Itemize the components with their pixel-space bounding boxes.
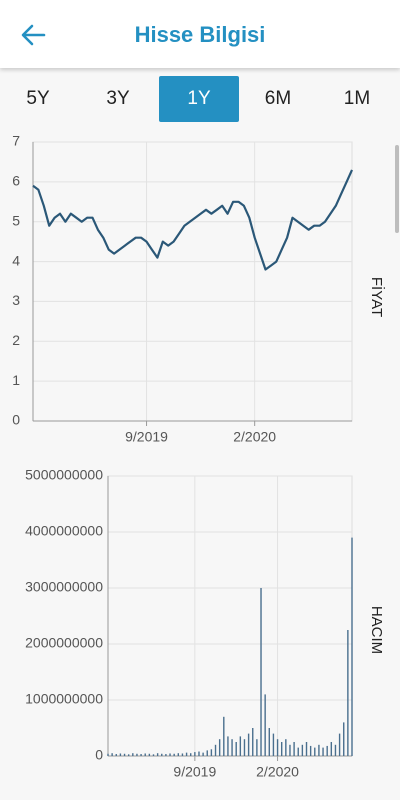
volume-bar xyxy=(206,750,208,756)
volume-bar xyxy=(252,728,254,756)
period-tab[interactable]: 5Y xyxy=(26,88,50,109)
volume-bar xyxy=(185,752,188,756)
volume-bar xyxy=(322,747,324,756)
volume-bar xyxy=(318,744,320,756)
volume-bar xyxy=(347,630,349,756)
volume-bar xyxy=(334,744,337,756)
volume-bar xyxy=(111,753,113,756)
volume-bar xyxy=(194,752,196,756)
x-tick-label: 9/2019 xyxy=(125,429,168,445)
volume-bar xyxy=(272,733,275,756)
y-tick-label: 1000000000 xyxy=(25,691,103,707)
volume-bar xyxy=(276,739,279,756)
y-tick-label: 1 xyxy=(12,372,20,388)
volume-bar xyxy=(107,753,109,756)
volume-bar xyxy=(239,736,242,756)
y-tick-label: 0 xyxy=(95,747,103,763)
volume-bar xyxy=(210,749,213,756)
volume-bar xyxy=(177,753,180,756)
y-tick-label: 4 xyxy=(12,252,20,268)
volume-bar xyxy=(190,753,192,756)
volume-bar xyxy=(115,754,117,756)
volume-bar xyxy=(140,754,142,756)
volume-bar xyxy=(243,739,246,756)
volume-bar xyxy=(227,736,229,756)
volume-bar xyxy=(247,733,250,756)
volume-bar xyxy=(268,728,270,756)
volume-bar xyxy=(223,716,225,756)
volume-bar xyxy=(161,753,163,756)
volume-bar xyxy=(152,754,155,756)
volume-bar xyxy=(264,694,266,756)
volume-bar xyxy=(260,588,262,756)
back-button[interactable] xyxy=(18,20,50,50)
volume-bar xyxy=(169,753,171,756)
y-tick-label: 2000000000 xyxy=(25,635,103,651)
y-tick-label: 7 xyxy=(12,133,20,149)
page-title: Hisse Bilgisi xyxy=(134,22,266,47)
y-tick-label: 3000000000 xyxy=(25,579,103,595)
volume-bar xyxy=(297,747,299,756)
y-tick-label: 4000000000 xyxy=(25,523,103,539)
y-tick-label: 2 xyxy=(12,332,20,348)
volume-bar xyxy=(256,739,258,756)
y-tick-label: 0 xyxy=(12,412,20,428)
app-header: Hisse Bilgisi xyxy=(0,0,400,68)
volume-bar xyxy=(132,753,134,756)
volume-bar xyxy=(235,742,237,756)
volume-bar xyxy=(338,733,341,756)
plot-frame xyxy=(107,475,353,757)
volume-bar xyxy=(305,742,308,756)
volume-bar xyxy=(351,537,353,756)
period-tabs: 5Y 3Y 1Y 6M 1M xyxy=(0,76,400,122)
period-tab[interactable]: 3Y xyxy=(106,88,130,109)
volume-bar xyxy=(148,753,151,756)
price-line xyxy=(32,169,354,271)
volume-bar xyxy=(127,754,130,756)
volume-bar xyxy=(173,753,175,756)
period-tab[interactable]: 1Y xyxy=(159,76,239,122)
period-tab[interactable]: 6M xyxy=(264,88,292,109)
volume-bar xyxy=(123,753,126,756)
volume-bar xyxy=(330,742,333,756)
volume-bar xyxy=(293,742,295,756)
scrollbar xyxy=(395,145,399,233)
volume-bar xyxy=(289,744,291,756)
volume-bar xyxy=(343,722,345,756)
y-axis-label: HACIM xyxy=(368,606,385,654)
volume-bar xyxy=(165,754,167,756)
volume-bar xyxy=(326,745,328,756)
plot-frame xyxy=(32,141,353,422)
volume-bar xyxy=(119,753,122,756)
x-tick-label: 2/2020 xyxy=(256,764,299,780)
y-tick-label: 6 xyxy=(12,173,20,189)
volume-bar xyxy=(144,753,146,756)
volume-bar xyxy=(280,742,283,756)
x-tick-label: 9/2019 xyxy=(173,764,216,780)
volume-bar xyxy=(218,739,221,756)
volume-bar xyxy=(231,739,233,756)
x-tick-label: 2/2020 xyxy=(233,429,276,445)
volume-bar xyxy=(198,751,200,756)
volume-bar xyxy=(136,753,138,756)
volume-bar xyxy=(285,739,287,756)
volume-bar xyxy=(314,747,316,756)
volume-bar xyxy=(214,744,217,756)
period-tab[interactable]: 1M xyxy=(343,88,371,109)
y-tick-label: 5 xyxy=(12,212,20,228)
volume-bar xyxy=(202,752,204,756)
y-axis-label: FİYAT xyxy=(368,277,386,317)
volume-bar xyxy=(181,753,184,756)
volume-bar xyxy=(156,753,159,756)
volume-bar xyxy=(301,744,304,756)
y-tick-label: 5000000000 xyxy=(25,467,103,483)
volume-bar xyxy=(309,745,312,756)
y-tick-label: 3 xyxy=(12,292,20,308)
